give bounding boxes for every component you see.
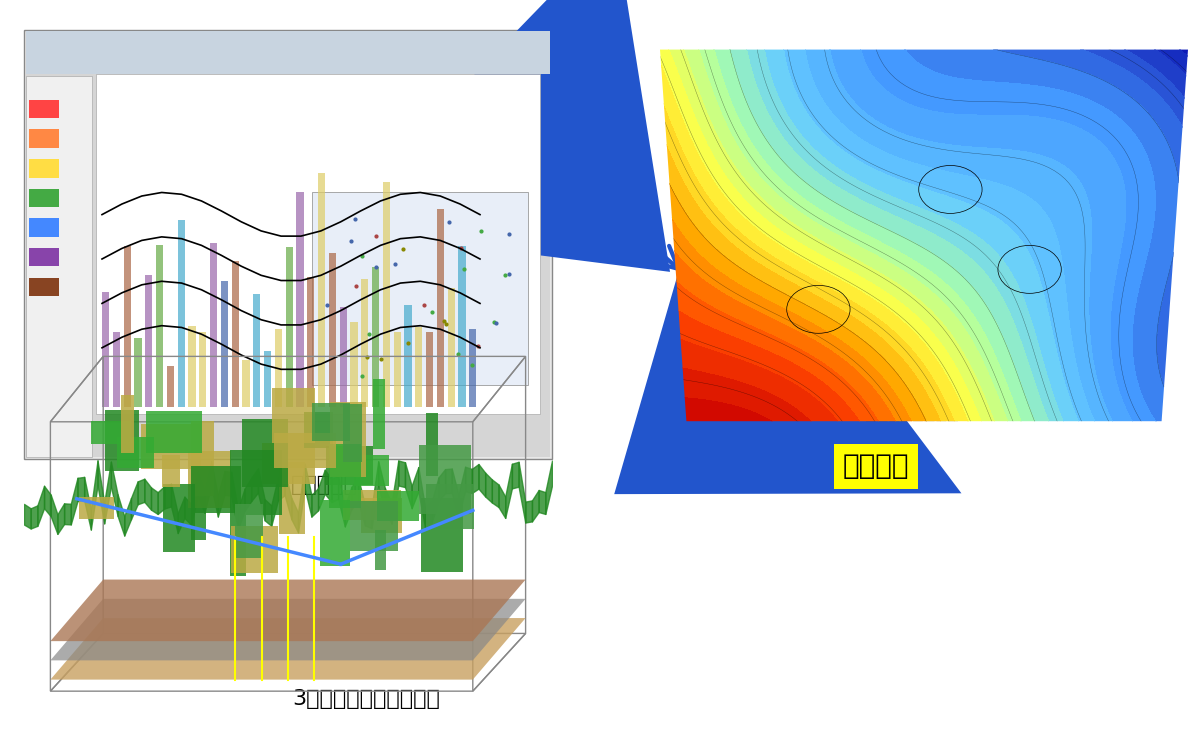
Bar [264,352,271,407]
Bar [343,491,401,520]
Bar [29,159,59,178]
Bar [191,497,205,540]
Bar [210,243,217,407]
Bar [118,437,155,468]
Bar [286,247,293,407]
Bar [230,515,246,576]
Bar [318,173,325,407]
Bar [146,411,202,453]
Bar [448,288,455,407]
Bar [91,421,131,444]
Bar [253,294,260,407]
Bar [262,443,314,484]
Bar [242,420,288,487]
Bar [307,277,314,407]
Bar [437,209,444,407]
Bar [79,497,114,519]
Bar [350,322,358,407]
Bar [415,327,422,407]
Bar [29,130,59,148]
Bar [230,450,282,515]
Bar [96,74,540,414]
Bar [296,192,304,407]
Bar [145,275,152,407]
Bar [274,434,336,468]
Bar [271,388,316,443]
Bar [383,181,390,407]
Bar [162,455,180,487]
Bar [340,307,347,407]
Bar [167,366,174,407]
Bar [320,500,349,566]
Bar [469,329,476,407]
Bar [142,424,202,469]
Bar [102,292,109,407]
Bar [29,278,59,296]
Bar [29,218,59,237]
Bar [121,395,133,453]
Bar [312,403,350,441]
Bar [421,498,463,572]
Bar [191,466,241,514]
Bar [232,261,239,407]
Bar [394,332,401,407]
Bar [29,100,59,118]
Bar [188,451,232,508]
Bar [106,410,139,471]
Bar [134,337,142,407]
Bar [426,414,438,477]
Bar [377,491,419,522]
Bar [191,421,214,496]
Bar [178,221,185,407]
Bar [26,76,92,457]
Bar [329,443,360,508]
Bar [275,329,282,407]
Bar [361,279,368,407]
Bar [221,280,228,407]
Bar [404,306,412,407]
Bar [26,31,550,457]
Bar [113,332,120,407]
Bar [232,525,278,574]
Bar [376,530,386,570]
Bar [156,246,163,407]
Bar [188,326,196,407]
Bar [426,332,433,407]
Bar [329,253,336,407]
Bar [426,483,474,530]
Bar [419,445,470,514]
Text: 独自技術: 独自技術 [842,452,910,480]
FancyBboxPatch shape [24,30,552,459]
Polygon shape [50,599,526,660]
Bar [326,446,373,485]
Bar [372,267,379,407]
Text: ∧ Cortona: ∧ Cortona [475,693,510,699]
Bar [199,332,206,407]
Polygon shape [50,618,526,679]
Bar [458,246,466,407]
Bar [350,502,397,551]
Bar [26,31,550,74]
Bar [343,404,362,462]
Bar [373,380,385,449]
Bar [235,504,263,558]
Bar [29,248,59,266]
Bar [280,462,305,534]
Text: 地層の対比: 地層の対比 [290,474,358,495]
Bar [29,189,59,207]
Text: コンピューター処理による
地層境界面の推定: コンピューター処理による 地層境界面の推定 [841,377,983,423]
Bar [124,246,131,407]
Bar [312,192,528,385]
Bar [361,498,402,534]
Bar [354,454,390,485]
Bar [304,412,332,448]
Text: 3次元地質モデルの構築: 3次元地質モデルの構築 [292,689,440,710]
Bar [163,484,194,552]
Bar [242,360,250,407]
Polygon shape [50,579,526,641]
Bar [330,403,366,477]
